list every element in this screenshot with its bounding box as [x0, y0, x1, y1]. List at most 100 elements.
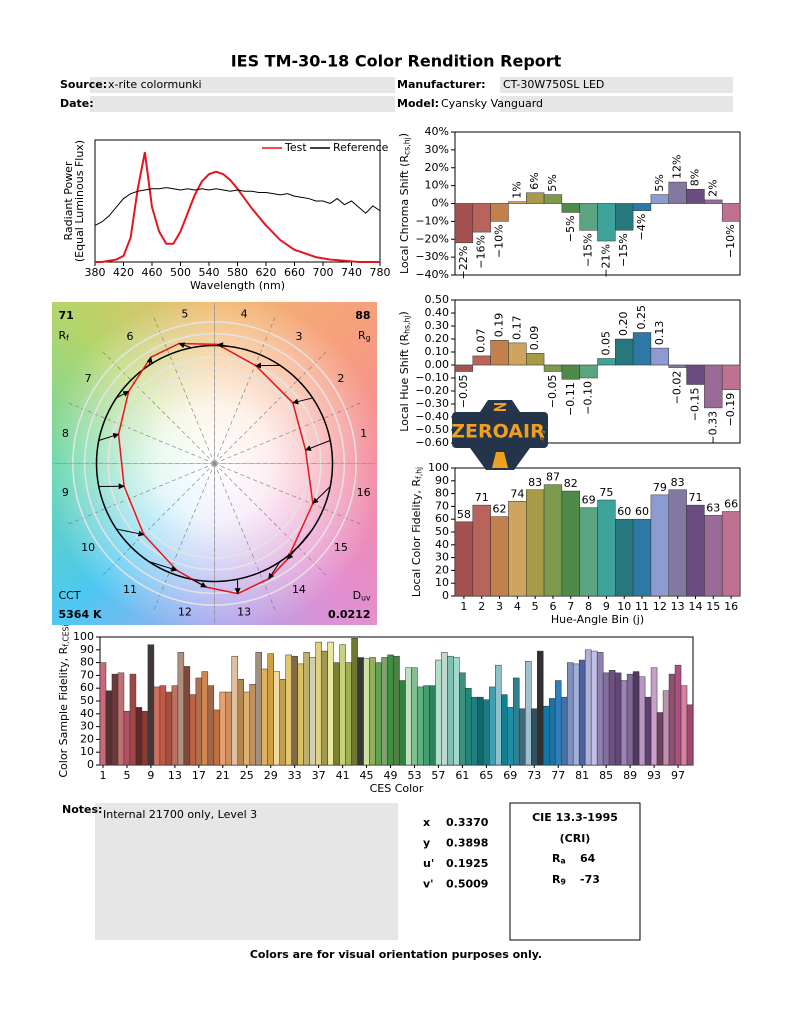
bar [590, 650, 598, 766]
bar [297, 663, 304, 766]
value-label: 1% [510, 181, 523, 198]
bar [662, 690, 670, 766]
bar [147, 644, 155, 766]
field-box [500, 96, 733, 112]
x-tick-label: 8 [585, 600, 592, 613]
bar [99, 662, 107, 766]
hue-bin-label: 13 [237, 606, 251, 619]
x-tick-label: 9 [147, 769, 154, 782]
bar [519, 708, 526, 766]
y-tick-label: 30 [435, 551, 449, 564]
shift-arrow [292, 397, 313, 405]
bar [543, 705, 550, 766]
x-tick-label: 2 [478, 600, 485, 613]
hue-bin-label: 7 [85, 372, 92, 385]
value-label: −5% [564, 215, 577, 242]
shift-arrow [178, 342, 192, 349]
bar [273, 671, 280, 766]
subscript: a [560, 857, 565, 866]
series-line [95, 152, 380, 263]
x-tick-label: 420 [113, 266, 134, 279]
bar [668, 364, 687, 368]
y-tick-label: 20 [435, 563, 449, 576]
bar [333, 662, 340, 766]
x-tick-label: 69 [503, 769, 517, 782]
bar [454, 203, 474, 244]
bar [339, 644, 346, 766]
x-tick-label: 500 [170, 266, 191, 279]
hue-bin-label: 1 [360, 427, 367, 440]
value-label: −21% [599, 244, 612, 278]
y-axis-note: (Equal Luminous Flux) [73, 140, 86, 262]
bar [225, 691, 233, 766]
x-tick-label: 77 [551, 769, 565, 782]
subscript: 9 [560, 878, 565, 887]
bar [399, 680, 406, 766]
x-tick-label: 13 [671, 600, 685, 613]
value-label: 62 [493, 503, 507, 516]
footer-note: Colors are for visual orientation purpos… [250, 948, 542, 961]
bar [525, 661, 532, 766]
bar [345, 662, 352, 766]
bar [435, 659, 442, 766]
y-axis-label: Local Color Fidelity, Rf,hj [410, 467, 424, 597]
bar [632, 671, 640, 766]
value-label: 0.25 [635, 305, 648, 330]
bar [596, 652, 604, 766]
bar [513, 677, 520, 766]
hue-bin-label: 10 [81, 541, 95, 554]
value-label: 87 [546, 471, 560, 484]
bar [615, 518, 634, 597]
bar [321, 650, 328, 766]
value-label: 5% [546, 174, 559, 191]
bar [615, 338, 634, 366]
bar [243, 691, 250, 766]
bar [656, 712, 664, 766]
y-tick-label: 50 [80, 694, 94, 707]
bar [650, 347, 669, 366]
field-box [500, 77, 733, 93]
x-tick-label: 5 [123, 769, 130, 782]
x-tick-label: 660 [284, 266, 305, 279]
bar [578, 659, 586, 766]
y-tick-label: 0.40 [425, 306, 450, 319]
hue-spoke [101, 350, 215, 464]
hue-spoke [152, 315, 215, 464]
x-tick-label: 700 [313, 266, 334, 279]
bar [327, 641, 334, 766]
bar [165, 691, 173, 766]
shift-arrow [116, 390, 130, 399]
y-tick-label: 90 [80, 643, 94, 656]
y-tick-label: 10 [435, 576, 449, 589]
bar [472, 504, 491, 597]
bar [548, 698, 556, 766]
cri-value: -73 [580, 873, 600, 886]
y-tick-label: 40 [80, 707, 94, 720]
bar [704, 364, 723, 409]
bar [490, 203, 509, 222]
bar [201, 671, 209, 766]
bar [447, 655, 454, 766]
hue-bin-label: 2 [337, 372, 344, 385]
bar [381, 657, 388, 766]
x-tick-label: 540 [199, 266, 220, 279]
chromaticity-label: y [423, 837, 430, 850]
bar [490, 516, 509, 597]
logo-shape [493, 403, 507, 411]
cri-label: R9 [552, 873, 566, 887]
y-tick-label: 70 [435, 499, 449, 512]
value-label: −10% [493, 224, 506, 258]
x-tick-label: 12 [653, 600, 667, 613]
bar [249, 684, 256, 766]
bar [632, 203, 652, 211]
bar [572, 663, 580, 766]
y-tick-label: 0.10 [425, 345, 450, 358]
hue-bin-label: 15 [334, 541, 348, 554]
y-tick-label: −0.40 [415, 410, 449, 423]
value-label: 83 [528, 476, 542, 489]
x-tick-label: 5 [532, 600, 539, 613]
value-label: 71 [475, 491, 489, 504]
bar [129, 673, 137, 766]
value-label: −0.05 [546, 375, 559, 409]
bar [537, 650, 544, 766]
